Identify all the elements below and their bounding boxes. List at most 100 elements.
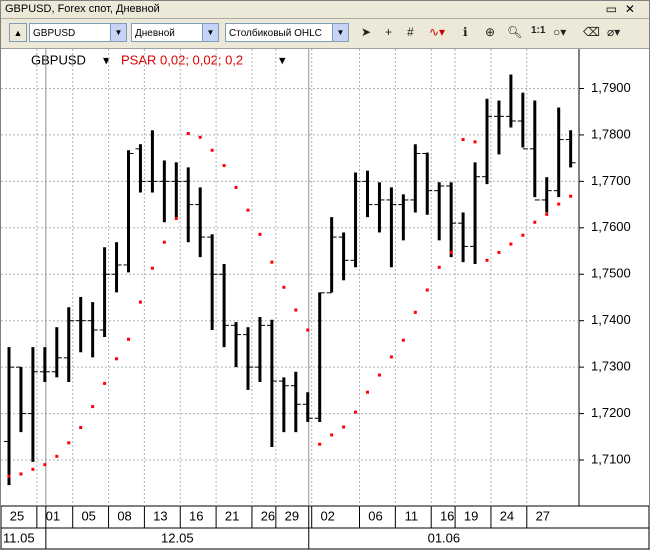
psar-dot (115, 357, 119, 361)
y-tick-label: 1,7100 (591, 451, 631, 466)
psar-dot (31, 467, 35, 471)
psar-dot (473, 140, 477, 144)
x-tick-label: 05 (81, 508, 95, 523)
psar-dot (294, 308, 298, 312)
toolbar: ▲ GBPUSD ▼ Дневной ▼ Столбиковый OHLC ▼ ➤ +… (1, 19, 649, 49)
zoom-reset[interactable]: 1:1 (531, 25, 546, 36)
psar-dot (186, 132, 190, 136)
psar-dot (318, 442, 322, 446)
psar-dot (79, 426, 83, 430)
period-label: 12.05 (161, 530, 194, 545)
symbol-select[interactable]: GBPUSD ▼ (29, 23, 127, 42)
legend-indicator[interactable]: PSAR 0,02; 0,02; 0,2 (121, 52, 243, 67)
psar-dot (509, 242, 513, 246)
psar-dot (485, 258, 489, 262)
more-tool[interactable]: ⌀▾ (607, 25, 621, 39)
legend-indicator-arrow[interactable]: ▾ (279, 52, 286, 67)
psar-dot (342, 425, 346, 429)
psar-dot (449, 250, 453, 254)
symbol-text: GBPUSD (33, 28, 76, 39)
psar-dot (425, 288, 429, 292)
chart: GBPUSD ▾ PSAR 0,02; 0,02; 0,2 ▾ 1,7100 1,… (1, 49, 649, 549)
psar-dot (150, 266, 154, 270)
psar-dot (354, 410, 358, 414)
psar-dot (222, 164, 226, 168)
zoom-tool[interactable]: 🔍︎ (507, 25, 523, 39)
psar-dot (258, 232, 262, 236)
psar-dot (246, 208, 250, 212)
y-tick-label: 1,7500 (591, 266, 631, 281)
y-tick-label: 1,7800 (591, 126, 631, 141)
x-tick-label: 19 (464, 508, 478, 523)
x-tick-label: 24 (500, 508, 514, 523)
period-label: 01.06 (428, 530, 461, 545)
psar-dot (389, 355, 393, 359)
psar-dot (174, 217, 178, 221)
indicator-tool[interactable]: ∿▾ (429, 25, 446, 39)
psar-dot (377, 373, 381, 377)
legend-symbol-arrow[interactable]: ▾ (103, 52, 110, 67)
psar-dot (210, 148, 214, 152)
psar-dot (533, 220, 537, 224)
shape-tool[interactable]: ○▾ (553, 25, 567, 39)
y-tick-label: 1,7900 (591, 80, 631, 95)
psar-dot (127, 337, 130, 341)
x-tick-label: 27 (536, 508, 550, 523)
psar-dot (330, 433, 334, 437)
x-tick-label: 11 (405, 508, 419, 523)
collapse-button[interactable]: ▲ (9, 23, 27, 42)
style-text: Столбиковый OHLC (229, 28, 322, 39)
psar-dot (198, 135, 202, 139)
psar-dot (138, 300, 142, 304)
grid-tool[interactable]: # (407, 25, 414, 39)
marker-tool[interactable]: ⊕ (485, 25, 496, 39)
psar-dot (282, 285, 286, 289)
psar-dot (43, 463, 47, 467)
x-tick-label: 13 (153, 508, 167, 523)
y-tick-label: 1,7600 (591, 219, 631, 234)
x-tick-label: 21 (225, 508, 239, 523)
x-tick-label: 08 (117, 508, 131, 523)
psar-dot (521, 233, 525, 237)
psar-dot (67, 441, 71, 445)
x-tick-label: 25 (10, 508, 24, 523)
window-title: GBPUSD, Forex спот, Дневной (5, 3, 160, 15)
info-tool[interactable]: ℹ (463, 25, 468, 39)
period-label: 11.05 (3, 530, 35, 545)
y-tick-label: 1,7200 (591, 405, 631, 420)
psar-dot (19, 472, 23, 476)
window-buttons[interactable]: ▭✕ (605, 2, 643, 16)
psar-dot (91, 405, 95, 409)
x-tick-label: 26 (261, 508, 275, 523)
eraser-tool[interactable]: ⌫ (583, 25, 600, 39)
psar-dot (545, 212, 549, 216)
timeframe-select[interactable]: Дневной ▼ (131, 23, 219, 42)
cursor-tool[interactable]: ➤ (361, 25, 372, 39)
psar-dot (234, 185, 238, 189)
y-tick-label: 1,7400 (591, 312, 631, 327)
psar-dot (7, 474, 11, 478)
x-tick-label: 29 (285, 508, 299, 523)
psar-dot (497, 250, 501, 254)
psar-dot (437, 265, 441, 269)
psar-dot (162, 240, 166, 244)
legend-symbol[interactable]: GBPUSD (31, 52, 86, 67)
x-tick-label: 06 (368, 508, 382, 523)
x-tick-label: 16 (440, 508, 454, 523)
psar-dot (306, 328, 310, 332)
style-select[interactable]: Столбиковый OHLC ▼ (225, 23, 349, 42)
x-tick-label: 01 (46, 508, 60, 523)
y-tick-label: 1,7300 (591, 359, 631, 374)
psar-dot (103, 381, 107, 385)
psar-dot (270, 260, 274, 264)
psar-dot (401, 338, 405, 342)
x-tick-label: 02 (320, 508, 334, 523)
title-bar: GBPUSD, Forex спот, Дневной ▭✕ (1, 1, 649, 19)
crosshair-tool[interactable]: + (385, 25, 393, 39)
timeframe-text: Дневной (135, 28, 175, 39)
plot-area (1, 49, 579, 506)
psar-dot (366, 390, 369, 394)
x-tick-label: 16 (189, 508, 203, 523)
psar-dot (55, 454, 59, 458)
